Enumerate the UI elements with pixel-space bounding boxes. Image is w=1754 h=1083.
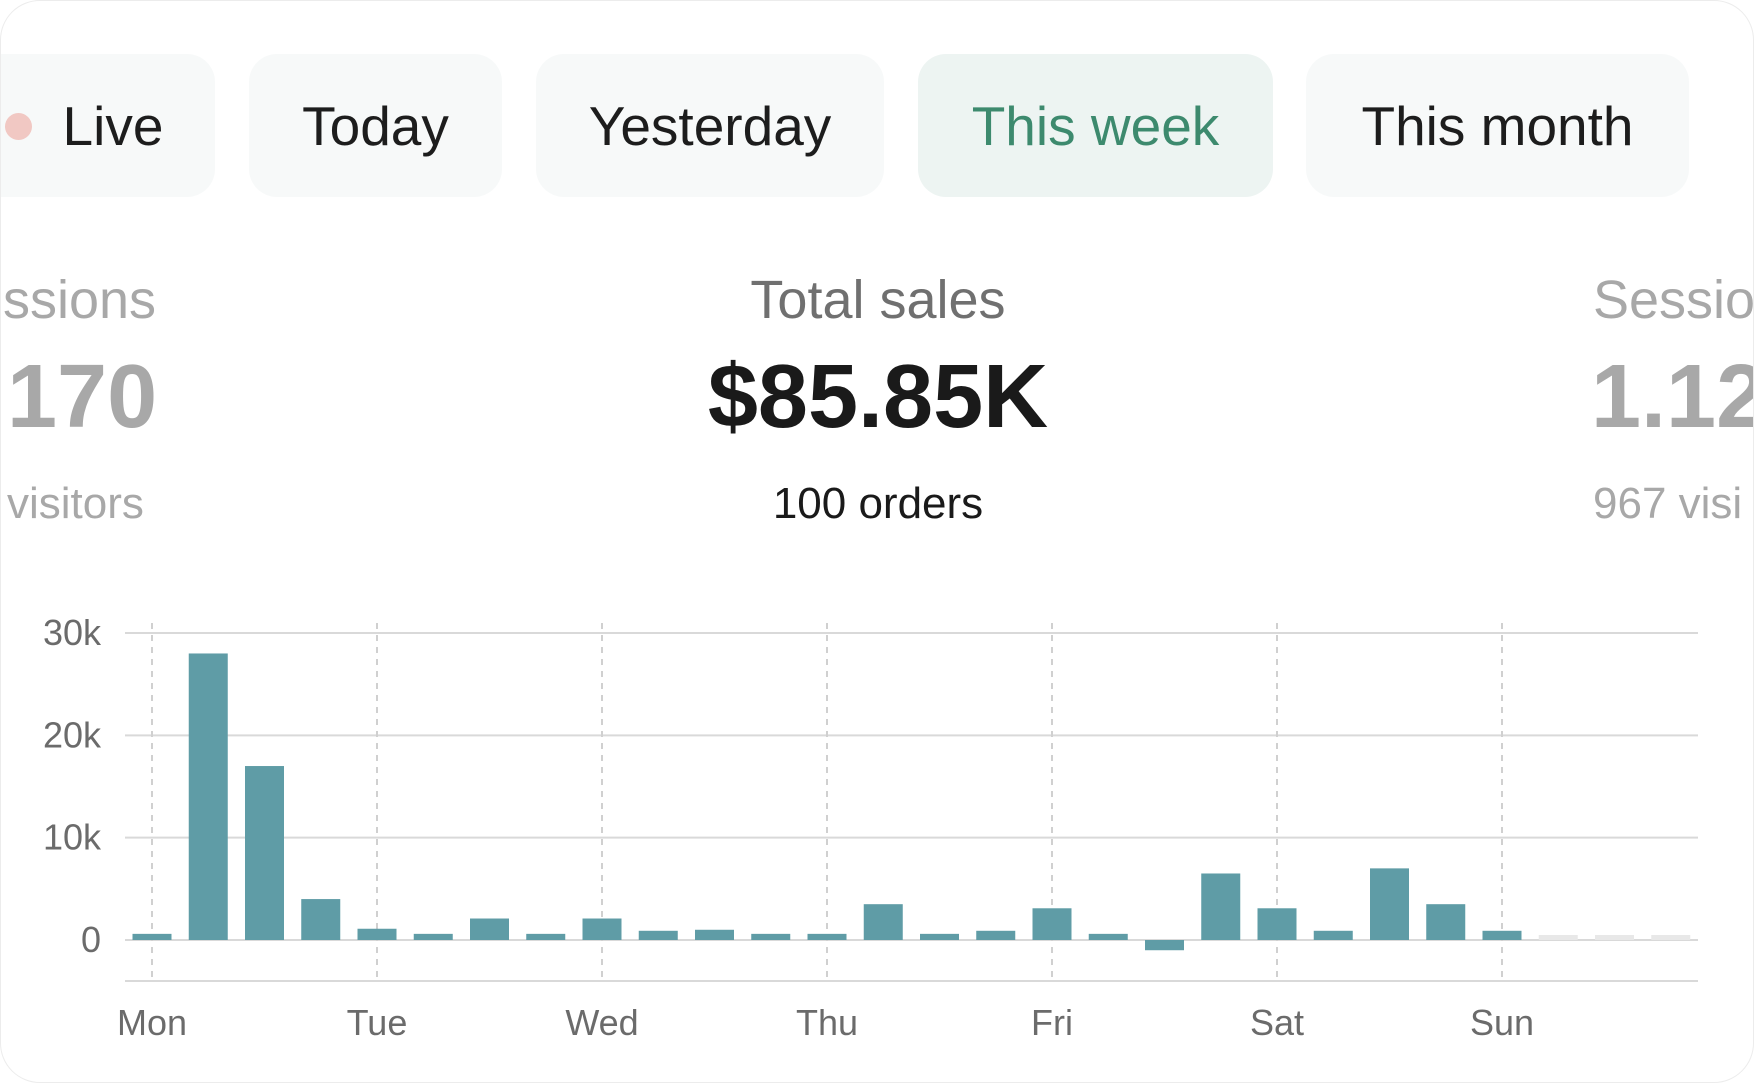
bar xyxy=(1257,908,1297,940)
bar xyxy=(1201,873,1241,940)
x-tick-label: Sun xyxy=(1470,1002,1534,1043)
bar xyxy=(638,930,678,940)
bar xyxy=(470,918,509,940)
bar xyxy=(1032,908,1072,940)
x-tick-label: Tue xyxy=(347,1002,408,1043)
tab-today-label: Today xyxy=(302,94,449,157)
x-tick-label: Thu xyxy=(796,1002,858,1043)
bar xyxy=(1145,940,1184,951)
metric-right-value: 1.12 xyxy=(1591,347,1754,447)
bar xyxy=(582,918,622,940)
y-tick-label: 20k xyxy=(43,714,102,755)
metric-right-sub: 967 visi xyxy=(1593,479,1743,528)
metric-center-sub: 100 orders xyxy=(772,479,984,528)
bar xyxy=(1482,930,1522,940)
bar xyxy=(301,899,341,940)
metric-left-sub: visitors xyxy=(7,479,144,528)
tab-yesterday[interactable]: Yesterday xyxy=(536,54,884,197)
bar xyxy=(526,933,566,940)
bar xyxy=(1088,933,1128,940)
tab-this-month[interactable]: This month xyxy=(1306,54,1689,197)
bar xyxy=(976,930,1016,940)
tab-yesterday-label: Yesterday xyxy=(588,94,832,157)
tab-live[interactable]: Live xyxy=(1,54,215,197)
bar xyxy=(245,766,284,940)
tab-this-week-label: This week xyxy=(971,94,1220,157)
bar xyxy=(413,933,453,940)
y-tick-label: 10k xyxy=(43,817,102,858)
tab-this-month-label: This month xyxy=(1361,94,1634,157)
metric-center-label: Total sales xyxy=(750,270,1006,330)
bar-future-placeholder xyxy=(1595,935,1634,940)
y-tick-label: 0 xyxy=(81,919,101,960)
bar xyxy=(807,933,847,940)
bar xyxy=(1370,868,1409,940)
bar xyxy=(1313,930,1353,940)
bar xyxy=(132,933,172,940)
bar xyxy=(357,928,397,940)
tab-today[interactable]: Today xyxy=(249,54,502,197)
tab-live-label: Live xyxy=(62,94,164,157)
bar xyxy=(920,933,959,940)
bar xyxy=(863,904,903,940)
bar-future-placeholder xyxy=(1538,935,1578,940)
bar-future-placeholder xyxy=(1651,935,1691,940)
live-indicator-icon xyxy=(5,113,32,140)
y-tick-label: 30k xyxy=(43,612,102,653)
metric-right-label: Sessio xyxy=(1593,270,1754,330)
x-tick-label: Fri xyxy=(1031,1002,1073,1043)
metric-center-value: $85.85K xyxy=(707,347,1049,447)
bar xyxy=(188,653,228,940)
bar xyxy=(695,929,734,940)
metric-left-value: 170 xyxy=(7,347,158,447)
x-tick-label: Mon xyxy=(117,1002,187,1043)
bar xyxy=(1426,904,1466,940)
sales-bar-chart: 30k 20k 10k 0 Mon Tue Wed Thu Fri Sat Sun xyxy=(43,612,1698,1043)
metric-left-label: ssions xyxy=(3,270,157,330)
x-tick-label: Wed xyxy=(565,1002,638,1043)
tab-this-week[interactable]: This week xyxy=(918,54,1273,197)
bar xyxy=(751,933,791,940)
x-tick-label: Sat xyxy=(1250,1002,1304,1043)
